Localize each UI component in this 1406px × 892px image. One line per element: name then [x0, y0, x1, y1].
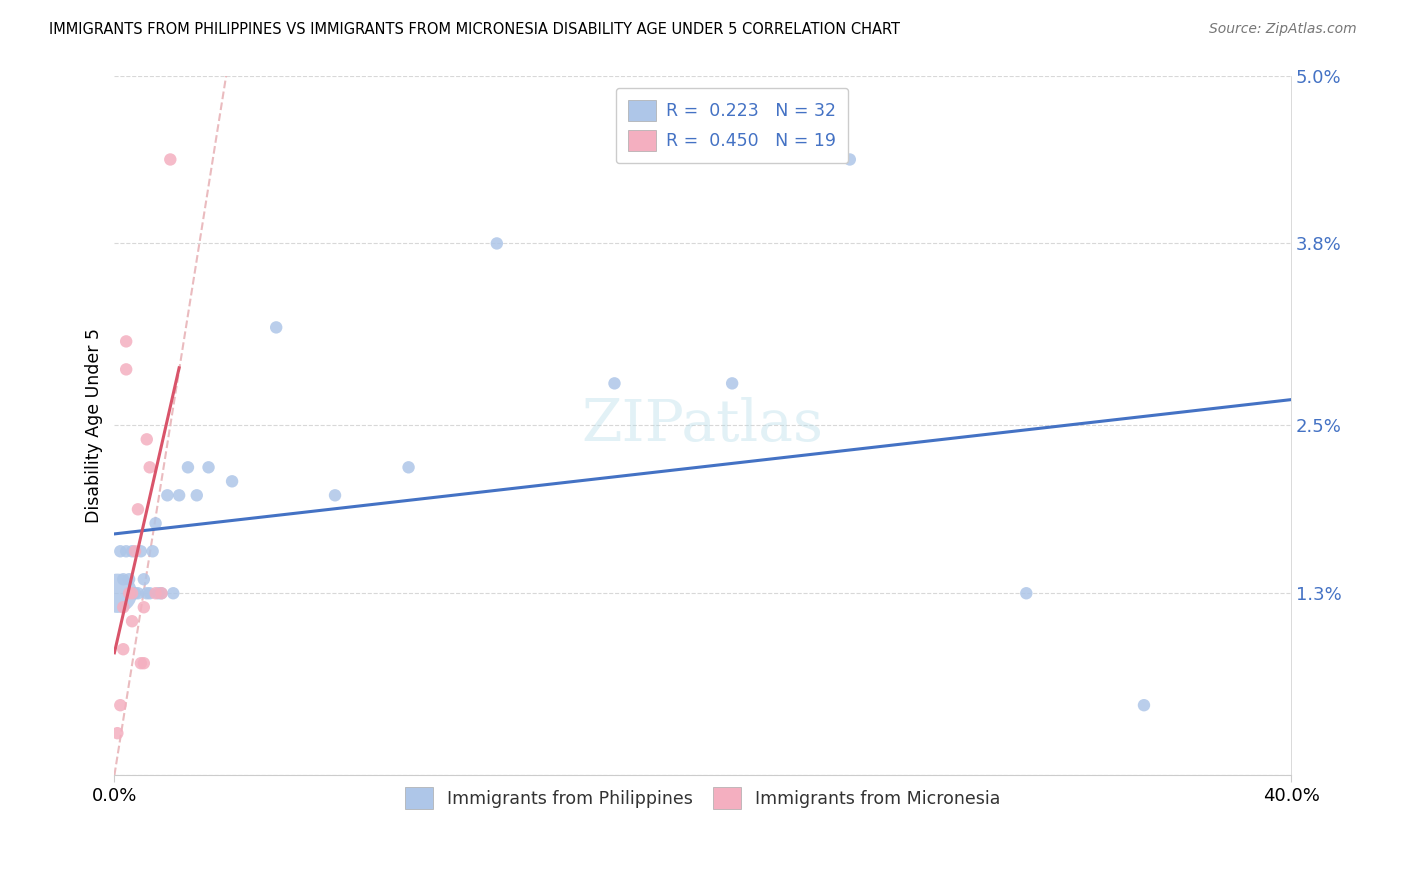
Point [105, 726, 128, 740]
Point [323, 488, 346, 502]
Text: ZIPatlas: ZIPatlas [582, 397, 824, 453]
Point [603, 376, 626, 391]
Point [150, 586, 173, 600]
Point [110, 544, 132, 558]
Point [148, 586, 170, 600]
Point [159, 153, 181, 167]
Point [186, 488, 208, 502]
Point [264, 320, 287, 334]
Point [167, 488, 190, 502]
Point [118, 572, 141, 586]
Point [105, 586, 128, 600]
Point [485, 236, 508, 251]
Point [145, 516, 167, 531]
Point [138, 460, 160, 475]
Point [115, 362, 138, 376]
Point [1015, 586, 1038, 600]
Point [127, 502, 149, 516]
Point [112, 600, 135, 615]
Point [115, 334, 138, 349]
Point [162, 586, 184, 600]
Point [129, 657, 152, 671]
Legend: Immigrants from Philippines, Immigrants from Micronesia: Immigrants from Philippines, Immigrants … [398, 780, 1007, 815]
Point [112, 642, 135, 657]
Point [197, 460, 219, 475]
Point [132, 572, 155, 586]
Point [121, 614, 143, 628]
Point [721, 376, 744, 391]
Point [135, 586, 157, 600]
Point [221, 475, 243, 489]
Point [129, 544, 152, 558]
Point [112, 572, 135, 586]
Point [118, 586, 141, 600]
Point [121, 586, 143, 600]
Text: IMMIGRANTS FROM PHILIPPINES VS IMMIGRANTS FROM MICRONESIA DISABILITY AGE UNDER 5: IMMIGRANTS FROM PHILIPPINES VS IMMIGRANT… [49, 22, 900, 37]
Point [398, 460, 420, 475]
Point [142, 544, 165, 558]
Point [1133, 698, 1156, 713]
Point [138, 586, 160, 600]
Point [127, 586, 149, 600]
Text: Source: ZipAtlas.com: Source: ZipAtlas.com [1209, 22, 1357, 37]
Point [132, 600, 155, 615]
Point [132, 657, 155, 671]
Point [124, 544, 146, 558]
Point [121, 544, 143, 558]
Point [115, 544, 138, 558]
Point [150, 586, 173, 600]
Y-axis label: Disability Age Under 5: Disability Age Under 5 [86, 328, 103, 523]
Point [838, 153, 860, 167]
Point [135, 433, 157, 447]
Point [145, 586, 167, 600]
Point [177, 460, 200, 475]
Point [110, 698, 132, 713]
Point [156, 488, 179, 502]
Point [124, 586, 146, 600]
